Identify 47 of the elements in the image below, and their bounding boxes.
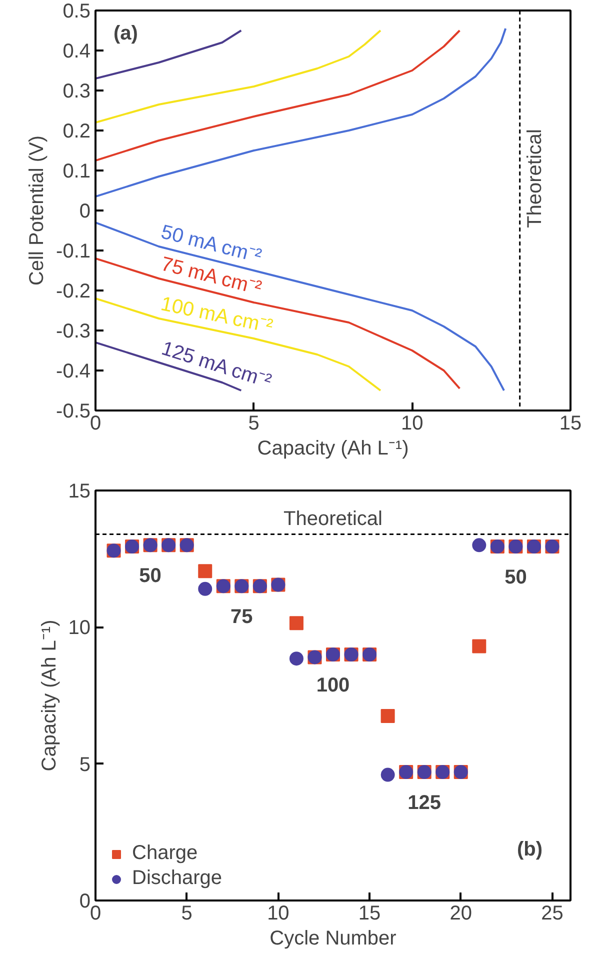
y-axis-title: Cell Potential (V) xyxy=(26,135,48,286)
y-axis-title: Capacity (Ah L⁻¹) xyxy=(38,620,60,772)
legend-label: Discharge xyxy=(132,867,222,890)
annotation: 50 xyxy=(504,566,527,589)
annotation: 50 xyxy=(139,565,162,588)
text: 100 mA cm⁻² xyxy=(158,292,275,338)
x-tick-label: 25 xyxy=(541,902,564,924)
y-tick-label: 0 xyxy=(79,200,90,222)
y-tick-label: -0.3 xyxy=(56,320,91,342)
annotation: 100 xyxy=(316,674,350,696)
y-tick-label: 0.4 xyxy=(62,40,91,62)
text: 125 mA cm⁻² xyxy=(158,338,274,393)
y-tick-label: 5 xyxy=(79,754,90,776)
x-tick-label: 15 xyxy=(358,902,381,924)
y-tick-label: -0.2 xyxy=(56,280,91,302)
x-tick-label: 20 xyxy=(450,902,472,924)
point xyxy=(472,639,486,654)
point xyxy=(472,538,486,552)
y-tick-label: 15 xyxy=(68,480,91,502)
point xyxy=(289,616,304,630)
annotation: (b) xyxy=(516,838,543,860)
annotation: 75 xyxy=(230,606,253,628)
x-tick-label: 15 xyxy=(559,412,582,434)
x-axis-title: Cycle Number xyxy=(270,928,397,950)
y-tick-label: 0.5 xyxy=(62,0,91,22)
x-axis-title: Capacity (Ah L⁻¹) xyxy=(257,438,409,460)
x-tick-label: 10 xyxy=(267,902,290,924)
point xyxy=(198,564,212,578)
y-tick-label: -0.5 xyxy=(56,400,91,422)
point xyxy=(289,652,304,666)
annotation: 125 xyxy=(408,792,442,814)
y-tick-label: 0.3 xyxy=(62,80,91,102)
annotation: (a) xyxy=(114,22,138,44)
y-tick-label: 0.1 xyxy=(62,160,91,182)
point xyxy=(380,709,395,723)
y-tick-label: -0.4 xyxy=(56,360,91,382)
point xyxy=(380,768,395,782)
y-tick-label: 0.2 xyxy=(62,120,91,142)
y-tick-label: 10 xyxy=(68,617,91,640)
point xyxy=(198,582,212,596)
ref-line-label: Theoretical xyxy=(284,508,382,530)
x-tick-label: 10 xyxy=(401,412,424,434)
legend-label: Charge xyxy=(132,842,198,865)
y-tick-label: -0.1 xyxy=(56,240,91,262)
x-tick-label: 5 xyxy=(248,412,260,434)
x-tick-label: 5 xyxy=(181,902,192,924)
ref-line-label: Theoretical xyxy=(524,129,546,228)
